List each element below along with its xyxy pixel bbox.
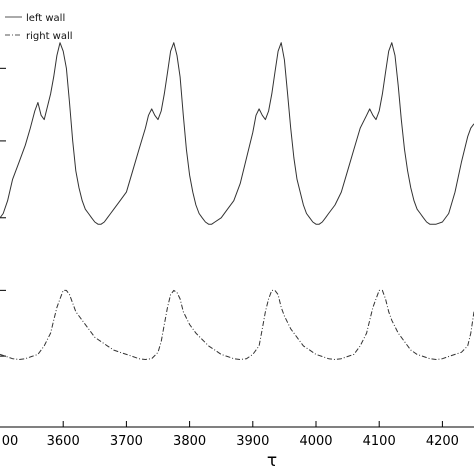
series-line-0 [0,42,474,225]
x-ticks: 3600 3700 3800 3900 4000 4100 4200 00 [2,421,459,449]
legend-label-left-wall: left wall [26,13,65,24]
x-axis-label: τ [267,451,277,471]
x-tick-label-3: 3900 [236,434,269,449]
x-tick-label-6: 4200 [426,434,459,449]
x-tick-label-1: 3700 [110,434,143,449]
x-tick-label-2: 3800 [173,434,206,449]
series-line-1 [0,289,474,360]
series-layer [0,42,474,360]
x-tick-label-partial: 00 [2,434,19,449]
legend: left wall right wall [5,13,73,42]
x-tick-label-4: 4000 [299,434,332,449]
x-tick-label-5: 4100 [363,434,396,449]
y-ticks [0,67,6,357]
x-tick-label-0: 3600 [47,434,80,449]
legend-label-right-wall: right wall [26,31,73,42]
